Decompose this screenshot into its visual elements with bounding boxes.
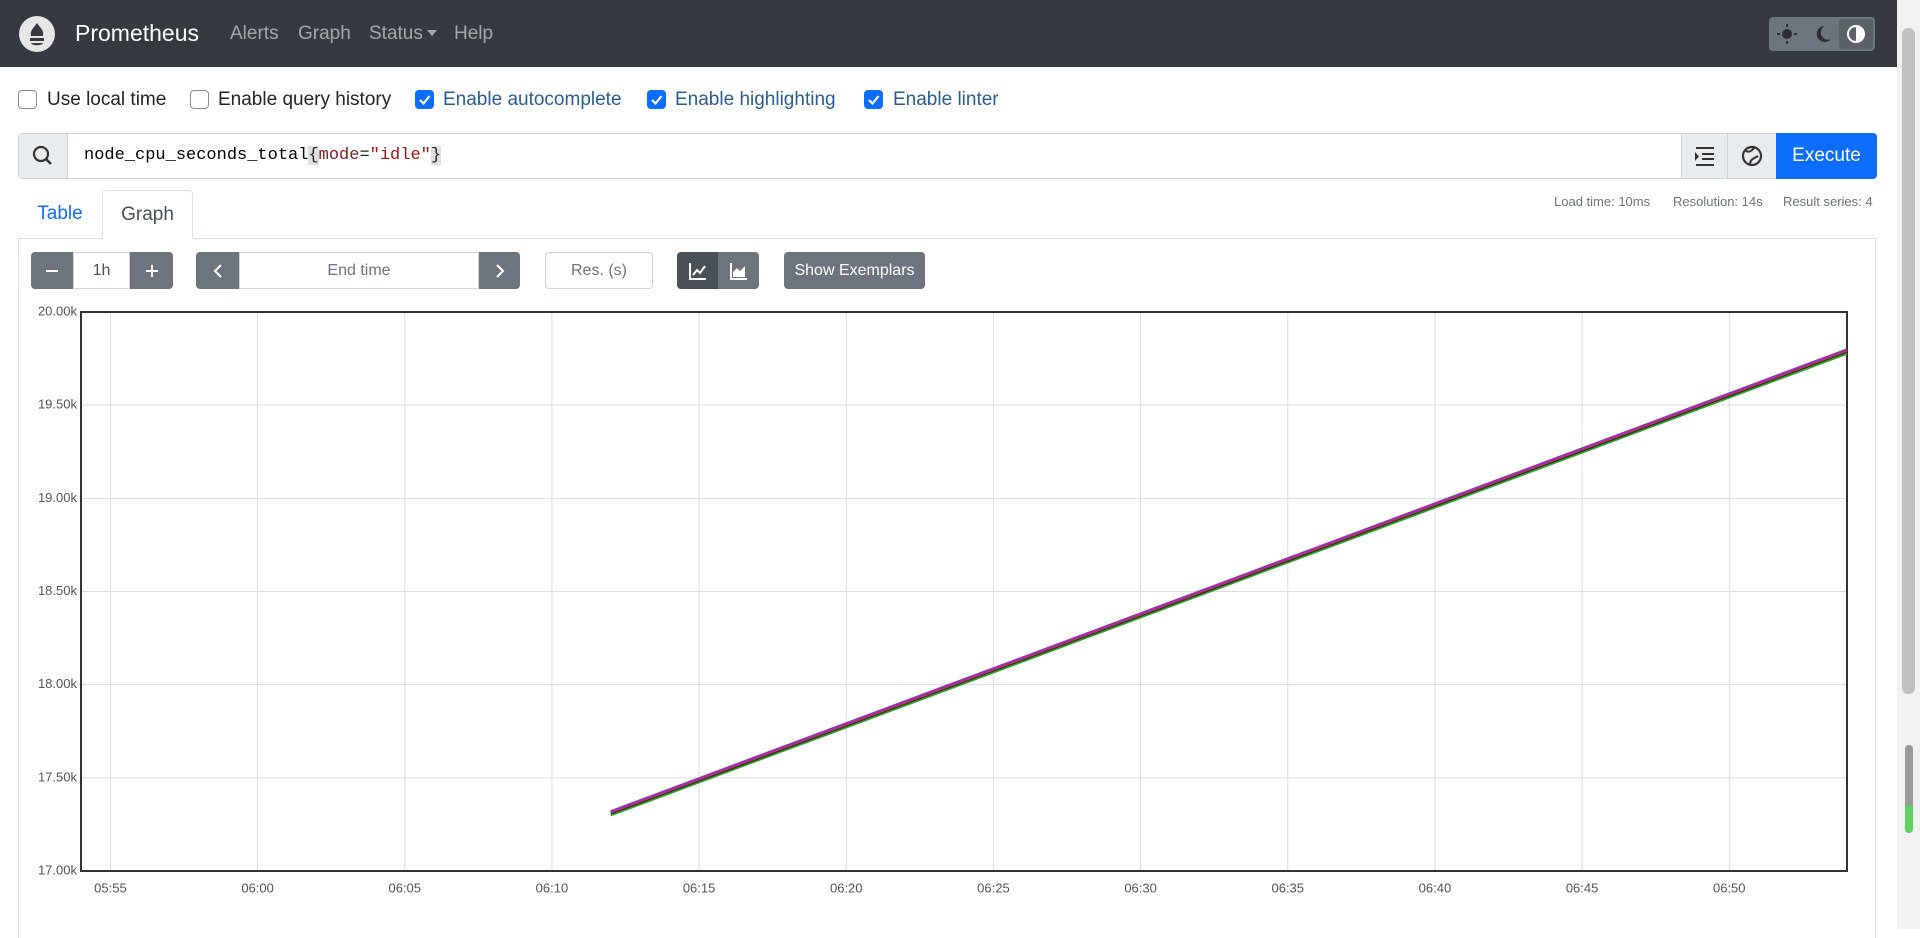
query-metric: node_cpu_seconds_total	[84, 146, 309, 165]
theme-toggle	[1769, 17, 1875, 51]
checkbox-label[interactable]: Enable highlighting	[675, 89, 836, 110]
end-time-input[interactable]: End time	[239, 252, 479, 289]
checkbox[interactable]	[18, 90, 37, 109]
query-input[interactable]: node_cpu_seconds_total{mode="idle"}	[84, 146, 442, 165]
check-icon	[651, 95, 663, 106]
nav-dropdown[interactable]: Status	[369, 23, 437, 45]
line-chart-button[interactable]	[677, 252, 718, 289]
x-tick-label: 06:00	[241, 880, 274, 895]
checkbox[interactable]	[647, 90, 666, 109]
tab[interactable]: Table	[37, 203, 83, 224]
exemplars-button[interactable]: Show Exemplars	[784, 252, 925, 289]
format-button[interactable]	[1681, 134, 1727, 178]
x-tick-label: 06:15	[683, 880, 716, 895]
x-tick-label: 06:40	[1419, 880, 1452, 895]
end-time-back[interactable]	[196, 252, 239, 289]
query-label: mode	[318, 146, 360, 165]
brand[interactable]: Prometheus	[75, 20, 200, 46]
chart: 17.00k 17.50k 18.00k 18.50k 19.00k 19.50k 20.0…	[38, 303, 1848, 895]
y-tick-label: 18.50k	[38, 583, 78, 598]
end-time-forward[interactable]	[479, 252, 520, 289]
nav-link[interactable]: Graph	[298, 23, 351, 44]
scrollbar-indicator	[1905, 745, 1913, 833]
checkbox-label[interactable]: Enable query history	[218, 89, 392, 110]
query-bar: Execute	[18, 133, 1877, 179]
theme-icons[interactable]	[1769, 17, 1875, 51]
x-tick-label: 06:45	[1566, 880, 1599, 895]
format-icon	[1695, 147, 1714, 166]
checkbox-label[interactable]: Enable autocomplete	[443, 89, 622, 110]
query-brace: {	[308, 146, 319, 165]
y-tick-label: 19.00k	[38, 490, 78, 505]
tab-panel	[18, 238, 1876, 938]
checkbox[interactable]	[415, 90, 434, 109]
tab-active[interactable]: Graph	[102, 190, 193, 239]
search-icon-box	[19, 134, 68, 178]
x-tick-label: 06:35	[1271, 880, 1304, 895]
query-op: =	[359, 146, 370, 165]
x-tick-label: 06:30	[1124, 880, 1157, 895]
y-tick-label: 17.50k	[38, 769, 78, 784]
x-tick-label: 06:10	[536, 880, 569, 895]
series-line	[610, 352, 1848, 817]
stat: Result series: 4	[1783, 194, 1873, 209]
checkbox-label[interactable]: Use local time	[47, 89, 167, 110]
logo[interactable]	[18, 15, 56, 53]
scrollbar	[1897, 0, 1920, 929]
chevron-left	[213, 263, 222, 278]
x-tick-label: 06:05	[388, 880, 421, 895]
stat: Resolution: 14s	[1673, 194, 1763, 209]
check-icon	[419, 95, 431, 106]
stat: Load time: 10ms	[1554, 194, 1651, 209]
navbar: Prometheus Alerts Graph Status Help	[0, 0, 1897, 67]
checkbox-label[interactable]: Enable linter	[893, 89, 999, 110]
scrollbar-thumb	[1902, 28, 1915, 694]
globe-icon	[1741, 145, 1763, 167]
range-decrease[interactable]	[31, 252, 73, 289]
execute-button[interactable]: Execute	[1776, 133, 1877, 179]
scrollbar-indicator-green	[1905, 805, 1913, 833]
y-tick-label: 19.50k	[38, 397, 78, 412]
checkbox[interactable]	[190, 90, 209, 109]
nav-link[interactable]: Alerts	[230, 23, 279, 44]
search-icon	[32, 145, 52, 165]
line-icon	[688, 262, 706, 280]
range-input[interactable]: 1h	[73, 252, 130, 289]
range-increase[interactable]	[130, 252, 173, 289]
nav-link[interactable]: Help	[454, 23, 494, 44]
metrics-explorer-button[interactable]	[1727, 134, 1776, 178]
y-tick-label: 17.00k	[38, 862, 78, 877]
query-brace: }	[430, 146, 442, 165]
check-icon	[868, 95, 880, 106]
minus-icon	[46, 269, 58, 272]
y-tick-label: 20.00k	[38, 303, 78, 318]
chevron-right	[495, 263, 504, 278]
x-tick-label: 06:50	[1713, 880, 1746, 895]
stacked-chart-button[interactable]	[718, 252, 759, 289]
x-tick-label: 06:20	[830, 880, 863, 895]
series-line	[610, 348, 1848, 813]
x-tick-label: 06:25	[977, 880, 1010, 895]
resolution-input[interactable]: Res. (s)	[545, 252, 653, 289]
caret	[426, 30, 437, 36]
area-icon	[729, 262, 747, 280]
x-tick-label: 05:55	[94, 880, 127, 895]
plot-frame	[80, 311, 1848, 872]
checkbox[interactable]	[864, 90, 883, 109]
plus-icon	[145, 264, 158, 277]
query-value: "idle"	[369, 146, 431, 165]
nav-link-text: Status	[369, 23, 423, 44]
y-tick-label: 18.00k	[38, 676, 78, 691]
